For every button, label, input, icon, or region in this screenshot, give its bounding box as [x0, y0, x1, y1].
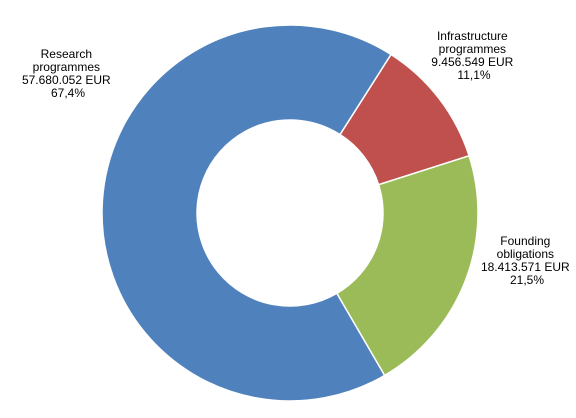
donut-slices [101, 24, 479, 402]
label-infrastructure-programmes: Infrastructure programmes 9.456.549 EUR … [431, 29, 516, 82]
slice-founding-obligations [335, 154, 479, 377]
label-founding-obligations: Founding obligations 18.413.571 EUR 21,5… [481, 234, 573, 287]
label-research-programmes: Research programmes 57.680.052 EUR 67,4% [22, 47, 114, 100]
slice-research-programmes [101, 24, 393, 402]
slice-labels: Infrastructure programmes 9.456.549 EUR … [22, 29, 573, 287]
